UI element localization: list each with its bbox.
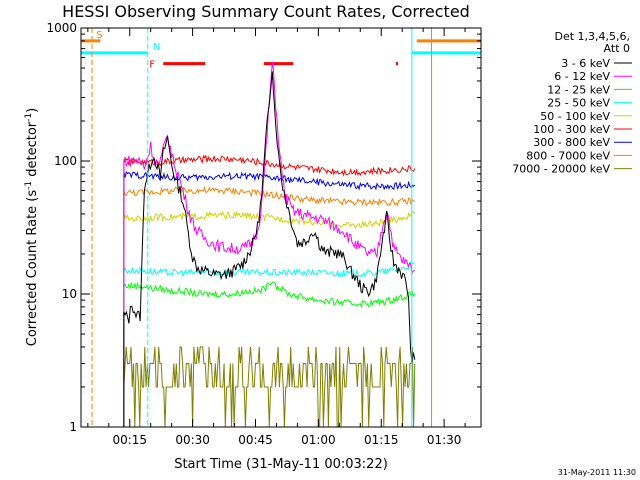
series-line (123, 185, 415, 427)
series-line (123, 61, 415, 427)
series-line (123, 346, 416, 427)
legend-entry-label: 6 - 12 keV (554, 70, 610, 83)
y-tick-label: 1 (69, 420, 77, 434)
y-tick-label: 1000 (46, 21, 77, 35)
plot-frame (80, 27, 482, 428)
series-line (123, 210, 416, 427)
flag-label-layer: S NF (96, 30, 160, 71)
y-tick-label: 10 (62, 287, 77, 301)
legend-entry-label: 12 - 25 keV (547, 83, 610, 96)
legend-entry-label: 7000 - 20000 keV (512, 163, 610, 176)
legend-entry-label: 50 - 100 keV (540, 110, 610, 123)
x-tick-label: 01:00 (301, 433, 336, 447)
flag-layer (81, 39, 481, 66)
legend-entry-label: 800 - 7000 keV (526, 149, 610, 162)
series-line (123, 171, 416, 427)
legend-title-line2: Att 0 (604, 42, 630, 55)
x-axis-label: Start Time (31-May-11 00:03:22) (174, 457, 388, 472)
series-line (123, 261, 415, 427)
flag-label: S (96, 30, 102, 41)
x-tick-label: 00:30 (175, 433, 210, 447)
x-tick-label: 01:15 (364, 433, 399, 447)
x-axis: 00:15 00:30 00:45 01:00 01:15 01:30 (87, 28, 466, 447)
series-line (123, 281, 416, 427)
x-tick-label: 01:30 (427, 433, 462, 447)
x-tick-label: 00:15 (112, 433, 147, 447)
x-tick-label: 00:45 (238, 433, 273, 447)
flag-label: N (153, 42, 160, 53)
y-axis: 1 10 100 1000 (46, 21, 481, 434)
y-tick-label: 100 (54, 154, 77, 168)
legend-entry-label: 25 - 50 keV (547, 97, 610, 110)
chart-title: HESSI Observing Summary Count Rates, Cor… (62, 2, 470, 21)
series-layer (123, 61, 416, 427)
timestamp: 31-May-2011 11:30 (558, 468, 636, 477)
legend-entry-label: 300 - 800 keV (533, 136, 610, 149)
flag-label: F (149, 60, 155, 71)
vline-layer (91, 28, 481, 427)
y-axis-label: Corrected Count Rate (s-1 detector-1) (24, 108, 40, 346)
legend-entry-label: 3 - 6 keV (561, 57, 610, 70)
legend-entry-label: 100 - 300 keV (533, 123, 610, 136)
legend-title-line1: Det 1,3,4,5,6, (554, 30, 630, 43)
series-line (123, 71, 416, 427)
